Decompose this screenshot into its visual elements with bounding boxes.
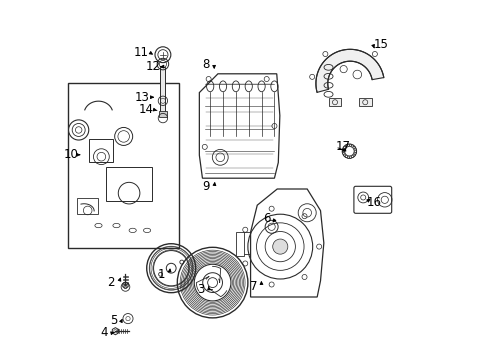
Circle shape <box>69 120 89 140</box>
Text: 6: 6 <box>264 212 271 225</box>
Text: 15: 15 <box>374 39 389 51</box>
Text: 12: 12 <box>146 60 161 73</box>
Circle shape <box>372 51 377 57</box>
Bar <box>159 111 167 117</box>
Text: 2: 2 <box>107 276 115 289</box>
Bar <box>90 139 113 162</box>
Bar <box>236 232 244 256</box>
Text: 3: 3 <box>197 283 205 296</box>
Bar <box>106 167 152 201</box>
Polygon shape <box>250 189 324 297</box>
Polygon shape <box>199 74 280 178</box>
Bar <box>77 198 98 214</box>
Bar <box>328 98 342 106</box>
Text: 10: 10 <box>64 148 79 161</box>
Bar <box>160 67 166 115</box>
Text: 14: 14 <box>139 103 154 116</box>
Text: 16: 16 <box>367 196 381 209</box>
Circle shape <box>273 239 288 254</box>
Circle shape <box>323 51 328 57</box>
Polygon shape <box>316 49 384 93</box>
Text: 13: 13 <box>134 91 149 104</box>
Text: 5: 5 <box>110 314 118 327</box>
Text: 9: 9 <box>203 180 210 193</box>
FancyBboxPatch shape <box>354 186 392 213</box>
Text: 17: 17 <box>336 140 351 153</box>
Bar <box>359 98 372 106</box>
Text: 11: 11 <box>134 46 149 59</box>
Text: 7: 7 <box>250 280 257 293</box>
Text: 4: 4 <box>100 327 108 339</box>
Text: 8: 8 <box>202 58 210 71</box>
Bar <box>68 83 179 248</box>
Text: 1: 1 <box>158 268 165 281</box>
Circle shape <box>310 74 315 79</box>
